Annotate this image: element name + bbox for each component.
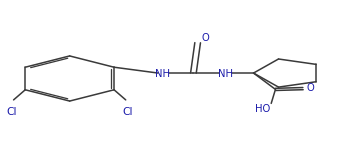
- Text: HO: HO: [255, 104, 270, 114]
- Text: Cl: Cl: [122, 107, 133, 117]
- Text: O: O: [307, 83, 315, 93]
- Text: NH: NH: [155, 69, 170, 79]
- Text: O: O: [202, 33, 209, 43]
- Text: Cl: Cl: [6, 107, 17, 117]
- Text: NH: NH: [218, 69, 233, 79]
